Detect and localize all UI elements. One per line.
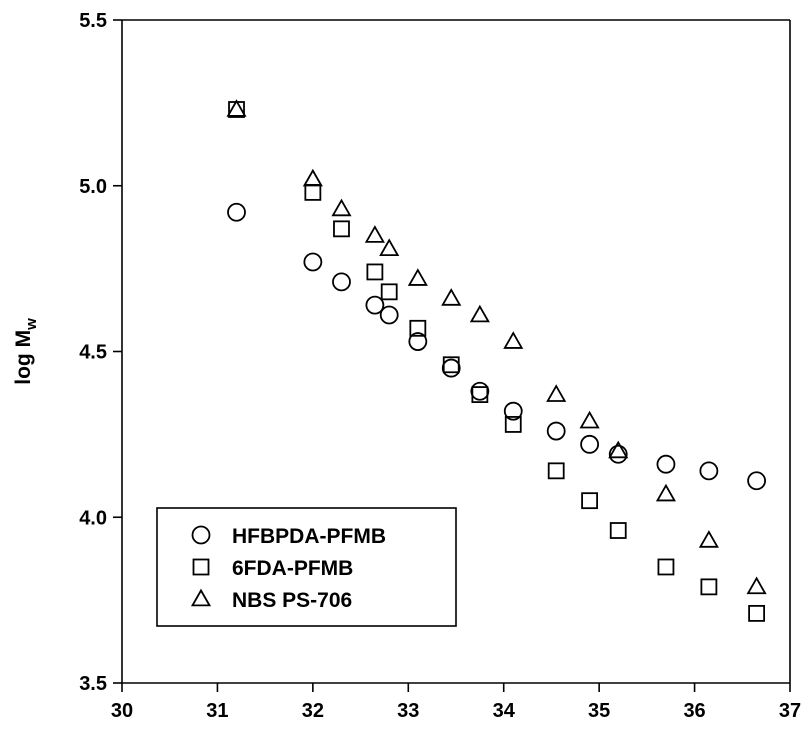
legend-label: HFBPDA-PFMB xyxy=(232,525,386,548)
legend-label: NBS PS-706 xyxy=(232,589,352,612)
point-6fda-pfmb xyxy=(748,604,765,622)
x-tick-label: 36 xyxy=(683,700,705,722)
point-hfbpda-pfmb xyxy=(580,434,599,454)
x-tick-label: 37 xyxy=(779,700,801,722)
point-hfbpda-pfmb xyxy=(441,358,461,378)
point-6fda-pfmb xyxy=(366,263,384,281)
point-hfbpda-pfmb xyxy=(608,444,628,464)
point-hfbpda-pfmb xyxy=(503,401,523,421)
y-tick-label: 3.5 xyxy=(79,673,107,695)
point-6fda-pfmb xyxy=(609,522,627,539)
point-6fda-pfmb xyxy=(333,220,350,238)
legend-marker-hfbpda-pfmb xyxy=(191,525,211,545)
point-nbs-ps-706 xyxy=(407,268,428,286)
point-nbs-ps-706 xyxy=(331,198,352,217)
point-nbs-ps-706 xyxy=(364,225,385,243)
x-tick-label: 30 xyxy=(111,700,133,722)
point-nbs-ps-706 xyxy=(546,384,567,402)
point-hfbpda-pfmb xyxy=(408,332,428,351)
point-hfbpda-pfmb xyxy=(699,461,719,481)
point-nbs-ps-706 xyxy=(302,168,323,187)
point-nbs-ps-706 xyxy=(441,288,462,306)
point-nbs-ps-706 xyxy=(746,576,767,595)
legend: HFBPDA-PFMB 6FDA-PFMB NBS PS-706 xyxy=(156,507,457,627)
point-nbs-ps-706 xyxy=(608,440,629,459)
axes: 30 31 32 33 34 35 36 37 3.5 4.0 4.5 5.0 5.5 log Mw xyxy=(12,10,801,722)
point-6fda-pfmb xyxy=(409,319,427,337)
x-tick-label: 34 xyxy=(493,700,516,722)
point-6fda-pfmb xyxy=(442,356,460,374)
y-tick-label: 4.0 xyxy=(79,507,107,529)
point-6fda-pfmb xyxy=(700,578,718,596)
point-6fda-pfmb xyxy=(547,462,565,480)
point-6fda-pfmb xyxy=(581,492,598,510)
x-tick-label: 33 xyxy=(397,700,419,722)
x-tick-label: 31 xyxy=(206,700,228,722)
point-6fda-pfmb xyxy=(657,558,675,576)
legend-marker-nbs-ps-706 xyxy=(190,588,212,607)
point-nbs-ps-706 xyxy=(579,410,600,429)
y-tick-label: 5.5 xyxy=(79,10,107,32)
point-hfbpda-pfmb xyxy=(365,295,385,315)
point-6fda-pfmb xyxy=(471,386,489,403)
y-axis-title-main: log M xyxy=(12,330,35,385)
legend-label: 6FDA-PFMB xyxy=(232,557,353,580)
point-nbs-ps-706 xyxy=(503,331,524,349)
point-hfbpda-pfmb xyxy=(546,421,566,441)
point-hfbpda-pfmb xyxy=(303,252,323,272)
y-axis-title-subscript: w xyxy=(23,318,40,331)
point-nbs-ps-706 xyxy=(379,238,400,257)
point-6fda-pfmb xyxy=(304,183,322,201)
point-6fda-pfmb xyxy=(504,416,522,433)
point-6fda-pfmb xyxy=(380,283,398,301)
x-tick-label: 32 xyxy=(302,700,324,722)
point-hfbpda-pfmb xyxy=(379,305,399,325)
y-tick-label: 4.5 xyxy=(79,342,107,364)
y-axis-title: log Mw xyxy=(12,318,40,385)
point-hfbpda-pfmb xyxy=(656,454,676,474)
point-hfbpda-pfmb xyxy=(332,272,351,292)
point-hfbpda-pfmb xyxy=(227,202,246,222)
point-hfbpda-pfmb xyxy=(470,381,490,401)
point-nbs-ps-706 xyxy=(226,99,247,117)
point-nbs-ps-706 xyxy=(469,304,490,323)
point-nbs-ps-706 xyxy=(698,530,719,548)
data-points xyxy=(226,99,767,622)
legend-marker-6fda-pfmb xyxy=(192,558,210,576)
x-tick-label: 35 xyxy=(588,700,610,722)
point-nbs-ps-706 xyxy=(655,483,676,502)
point-hfbpda-pfmb xyxy=(747,471,766,491)
y-tick-label: 5.0 xyxy=(79,176,107,198)
